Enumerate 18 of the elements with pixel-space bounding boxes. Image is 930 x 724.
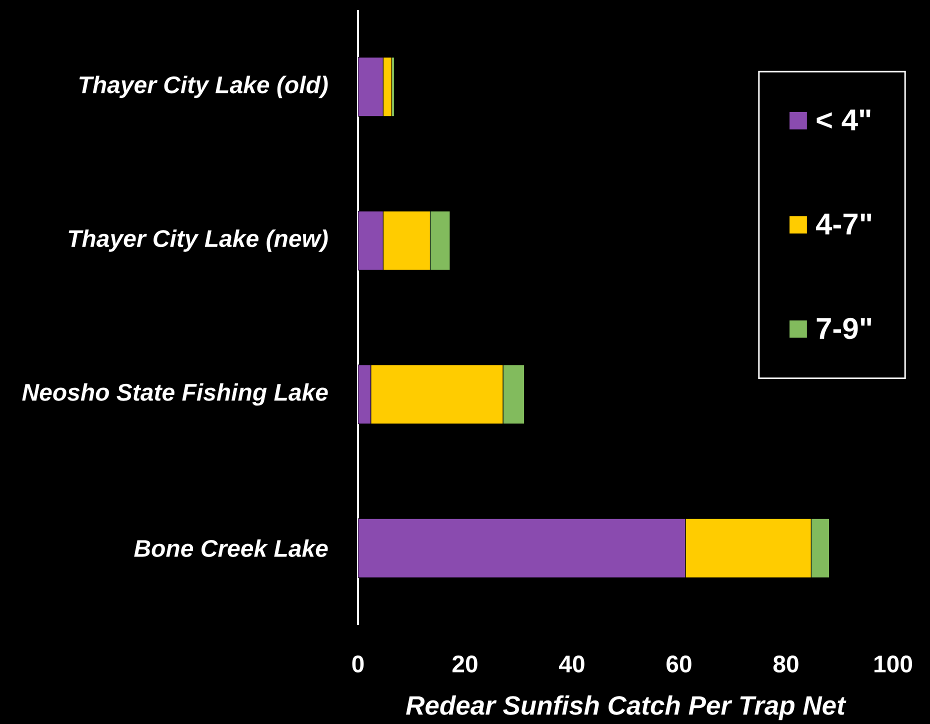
bar: [358, 518, 686, 578]
x-tick-label: 100: [874, 656, 912, 673]
legend-label: < 4": [816, 110, 870, 130]
y-tick-label: Thayer City Lake (new): [68, 229, 328, 252]
bar: [358, 57, 384, 117]
bar: [358, 364, 371, 424]
legend-label: 7-9": [816, 318, 872, 340]
bar: [358, 210, 384, 270]
x-tick-label: 20: [452, 656, 478, 673]
x-tick-label: 60: [666, 656, 692, 673]
legend-label: 4-7": [816, 214, 872, 234]
x-tick-label: 80: [773, 656, 798, 673]
x-axis-title: Redear Sunfish Catch Per Trap Net: [406, 695, 846, 720]
x-tick-label: 0: [352, 656, 364, 673]
x-tick-label: 40: [559, 656, 584, 673]
y-tick-label: Bone Creek Lake: [134, 539, 328, 557]
y-tick-label: Thayer City Lake (old): [79, 76, 328, 98]
y-tick-label: Neosho State Fishing Lake: [22, 383, 328, 406]
